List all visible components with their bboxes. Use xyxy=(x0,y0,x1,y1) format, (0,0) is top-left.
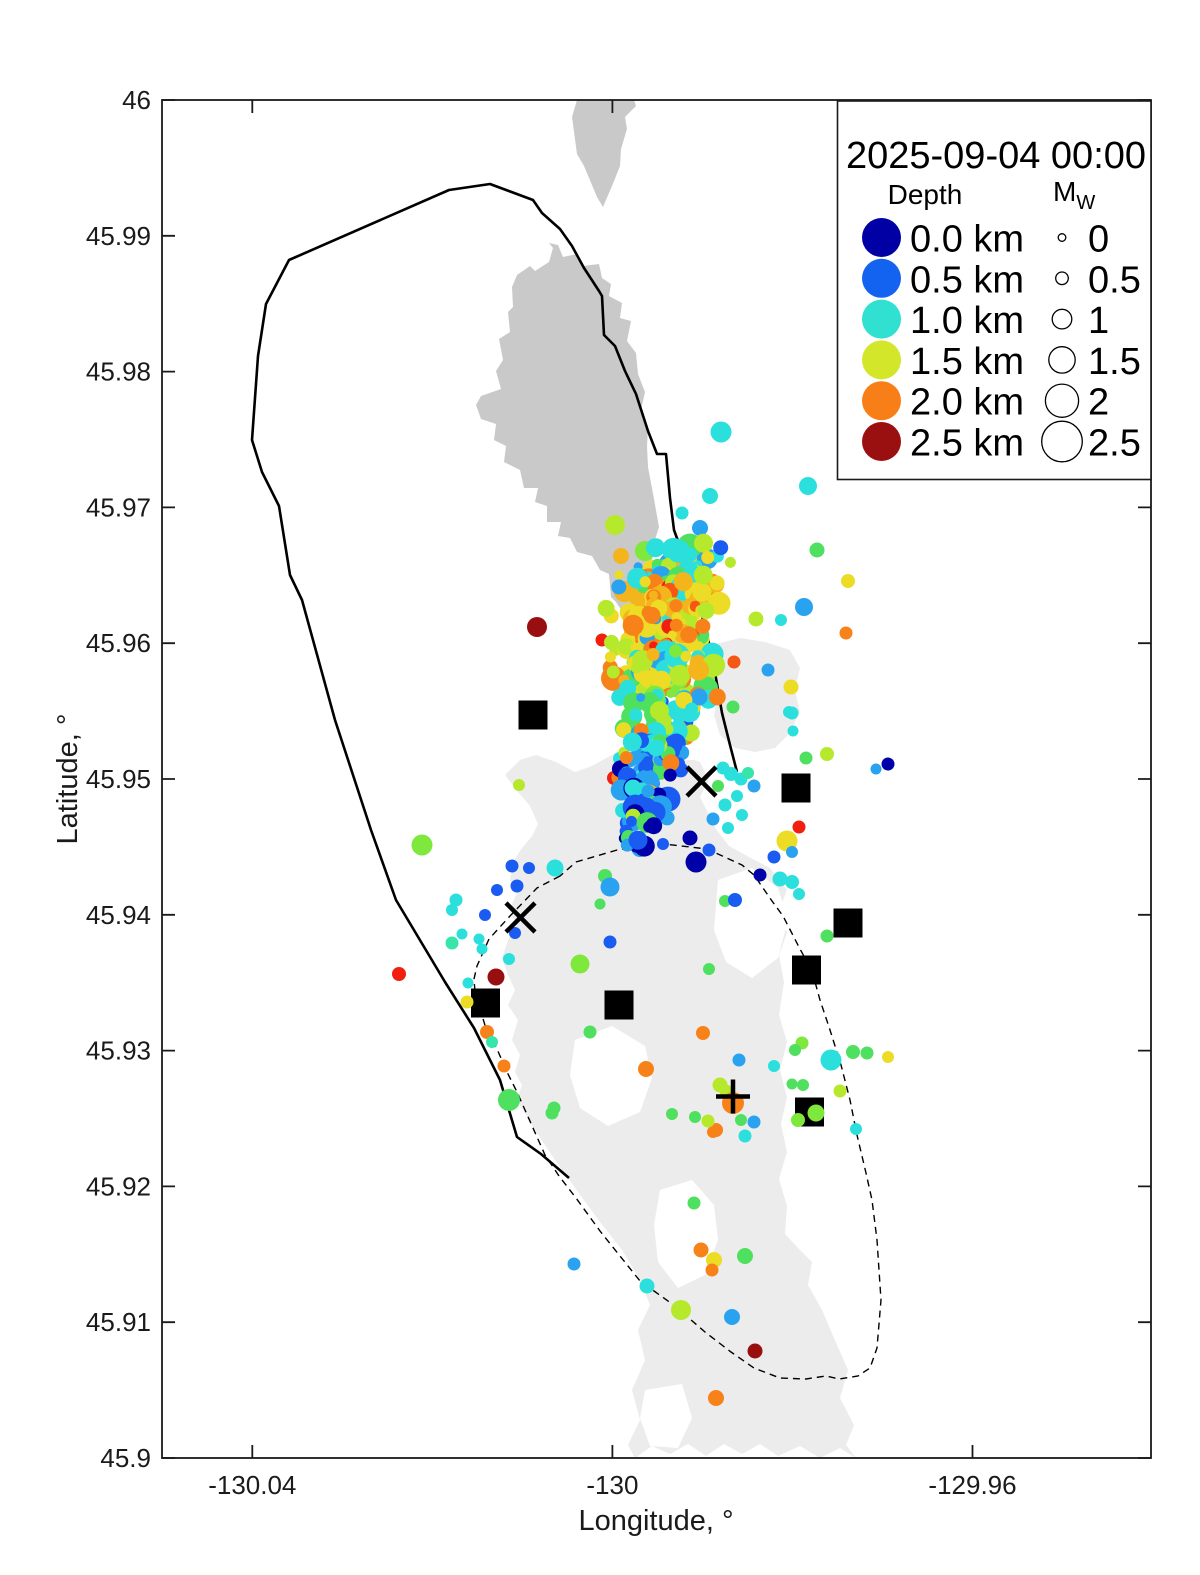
svg-text:45.97: 45.97 xyxy=(86,492,151,522)
svg-text:45.9: 45.9 xyxy=(100,1443,151,1473)
svg-text:-129.96: -129.96 xyxy=(928,1470,1016,1500)
svg-text:45.93: 45.93 xyxy=(86,1036,151,1066)
svg-text:Latitude, °: Latitude, ° xyxy=(52,714,84,845)
svg-text:Longitude, °: Longitude, ° xyxy=(578,1505,733,1537)
svg-text:0: 0 xyxy=(1088,219,1109,261)
svg-text:2.5: 2.5 xyxy=(1088,423,1141,465)
svg-text:45.94: 45.94 xyxy=(86,900,151,930)
svg-text:45.96: 45.96 xyxy=(86,628,151,658)
svg-text:2: 2 xyxy=(1088,382,1109,424)
svg-text:45.92: 45.92 xyxy=(86,1171,151,1201)
svg-text:1.0 km: 1.0 km xyxy=(910,300,1024,342)
svg-text:1.5 km: 1.5 km xyxy=(910,341,1024,383)
svg-text:45.95: 45.95 xyxy=(86,764,151,794)
svg-text:45.98: 45.98 xyxy=(86,357,151,387)
svg-text:2.5 km: 2.5 km xyxy=(910,423,1024,465)
svg-text:2.0 km: 2.0 km xyxy=(910,382,1024,424)
svg-text:0.5: 0.5 xyxy=(1088,259,1141,301)
svg-text:-130.04: -130.04 xyxy=(208,1470,296,1500)
svg-text:0.0 km: 0.0 km xyxy=(910,219,1024,261)
svg-text:45.99: 45.99 xyxy=(86,221,151,251)
svg-text:-130: -130 xyxy=(586,1470,638,1500)
svg-text:46: 46 xyxy=(122,85,151,115)
svg-text:0.5 km: 0.5 km xyxy=(910,259,1024,301)
svg-text:1: 1 xyxy=(1088,300,1109,342)
svg-text:1.5: 1.5 xyxy=(1088,341,1141,383)
svg-text:2025-09-04 00:00: 2025-09-04 00:00 xyxy=(846,135,1146,177)
svg-text:Depth: Depth xyxy=(888,179,963,210)
svg-text:45.91: 45.91 xyxy=(86,1307,151,1337)
